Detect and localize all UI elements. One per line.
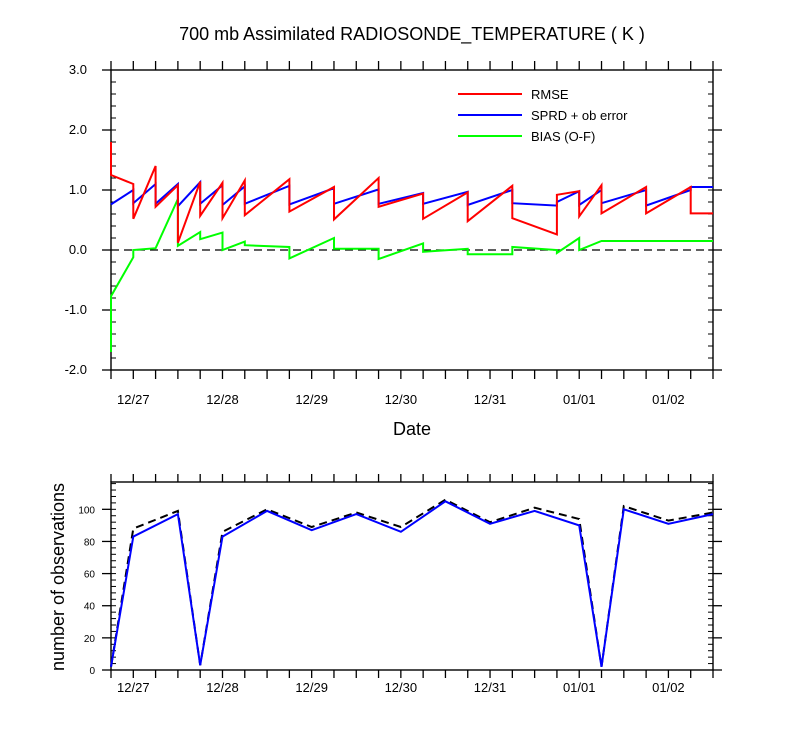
top-series-rmse — [110, 142, 713, 244]
x-axis-title: Date — [393, 419, 431, 439]
top-plot-frame — [110, 69, 714, 371]
legend-label-1: RMSE — [531, 87, 569, 102]
chart-title: 700 mb Assimilated RADIOSONDE_TEMPERATUR… — [179, 24, 645, 45]
bottom-x-tick-label: 12/29 — [295, 680, 328, 695]
bottom-y-tick-label: 20 — [84, 634, 96, 645]
bottom-x-tick-label: 12/27 — [117, 680, 150, 695]
bottom-y-tick-label: 0 — [89, 666, 95, 677]
bottom-x-tick-label: 01/02 — [652, 680, 685, 695]
top-y-tick-label: -1.0 — [65, 302, 87, 317]
top-y-tick-label: 2.0 — [69, 122, 87, 137]
top-x-tick-label: 01/01 — [563, 392, 596, 407]
top-x-tick-label: 12/28 — [206, 392, 239, 407]
top-x-tick-label: 12/27 — [117, 392, 150, 407]
bottom-y-tick-label: 80 — [84, 537, 96, 548]
bottom-x-tick-label: 12/31 — [474, 680, 507, 695]
bottom-x-tick-label: 12/28 — [206, 680, 239, 695]
top-x-tick-label: 12/30 — [385, 392, 418, 407]
top-series-bias-o-f — [110, 198, 713, 352]
bottom-y-tick-label: 100 — [78, 505, 95, 516]
top-x-tick-label: 12/29 — [295, 392, 328, 407]
y-axis-title-observations: number of observations — [48, 483, 68, 671]
top-y-tick-label: 3.0 — [69, 62, 87, 77]
bottom-series-observations-solid — [110, 500, 714, 667]
top-y-tick-label: 0.0 — [69, 242, 87, 257]
bottom-y-tick-label: 40 — [84, 602, 96, 613]
legend-label-2: SPRD + ob error — [531, 108, 628, 123]
bottom-x-tick-label: 01/01 — [563, 680, 596, 695]
top-y-tick-label: -2.0 — [65, 362, 87, 377]
top-x-tick-label: 12/31 — [474, 392, 507, 407]
top-chart: 12/27 12/28 12/29 12/30 12/31 01/01 01/02 -2.0 -… — [65, 61, 722, 407]
bottom-chart: 12/27 12/28 12/29 12/30 12/31 01/01 01/02 0 20 40… — [78, 474, 722, 695]
bottom-plot-frame — [110, 481, 714, 671]
legend-label-3: BIAS (O-F) — [531, 129, 595, 144]
top-series-sprd-ob-error — [110, 179, 713, 209]
bottom-x-tick-label: 12/30 — [385, 680, 418, 695]
top-x-tick-label: 01/02 — [652, 392, 685, 407]
top-y-tick-label: 1.0 — [69, 182, 87, 197]
bottom-y-tick-label: 60 — [84, 570, 96, 581]
